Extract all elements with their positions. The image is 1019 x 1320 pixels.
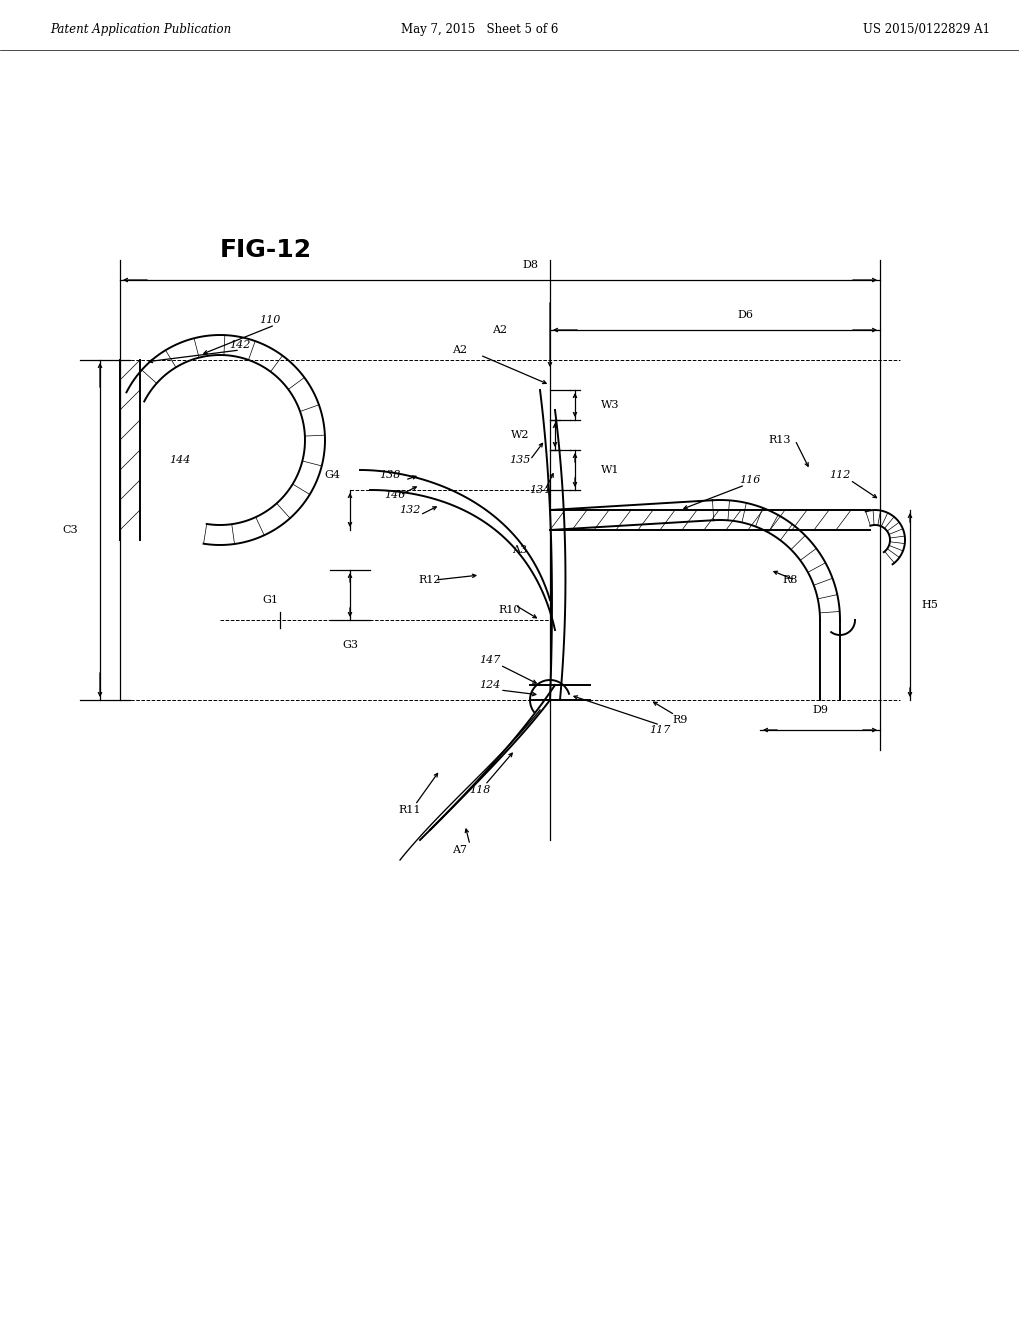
- Text: A2: A2: [492, 325, 507, 335]
- Text: 135: 135: [508, 455, 530, 465]
- Text: D9: D9: [811, 705, 827, 715]
- Text: R11: R11: [398, 805, 421, 814]
- Text: 138: 138: [379, 470, 400, 480]
- Text: R8: R8: [782, 576, 797, 585]
- Text: 112: 112: [828, 470, 850, 480]
- Text: R12: R12: [419, 576, 441, 585]
- Text: W3: W3: [600, 400, 619, 411]
- Text: 146: 146: [384, 490, 406, 500]
- Text: W2: W2: [511, 430, 529, 440]
- Text: A3: A3: [512, 545, 527, 554]
- Text: 142: 142: [229, 341, 251, 350]
- Text: 118: 118: [469, 785, 490, 795]
- Text: R9: R9: [672, 715, 687, 725]
- Text: 116: 116: [739, 475, 760, 484]
- Text: 147: 147: [479, 655, 500, 665]
- Text: 117: 117: [649, 725, 671, 735]
- Text: A2: A2: [452, 345, 467, 355]
- Text: R13: R13: [768, 436, 791, 445]
- Text: G1: G1: [262, 595, 278, 605]
- Text: 110: 110: [259, 315, 280, 325]
- Text: 134: 134: [529, 484, 550, 495]
- Text: May 7, 2015   Sheet 5 of 6: May 7, 2015 Sheet 5 of 6: [400, 24, 558, 37]
- Text: D6: D6: [737, 310, 752, 319]
- Text: 124: 124: [479, 680, 500, 690]
- Text: A7: A7: [452, 845, 467, 855]
- Text: 144: 144: [169, 455, 191, 465]
- Text: Patent Application Publication: Patent Application Publication: [50, 24, 231, 37]
- Text: 132: 132: [398, 506, 420, 515]
- Text: H5: H5: [920, 601, 937, 610]
- Text: US 2015/0122829 A1: US 2015/0122829 A1: [862, 24, 989, 37]
- Text: R10: R10: [498, 605, 521, 615]
- Text: C3: C3: [62, 525, 77, 535]
- Text: D8: D8: [522, 260, 537, 271]
- Text: W1: W1: [600, 465, 619, 475]
- Text: G3: G3: [341, 640, 358, 649]
- Text: G4: G4: [324, 470, 339, 480]
- Text: FIG-12: FIG-12: [220, 238, 312, 261]
